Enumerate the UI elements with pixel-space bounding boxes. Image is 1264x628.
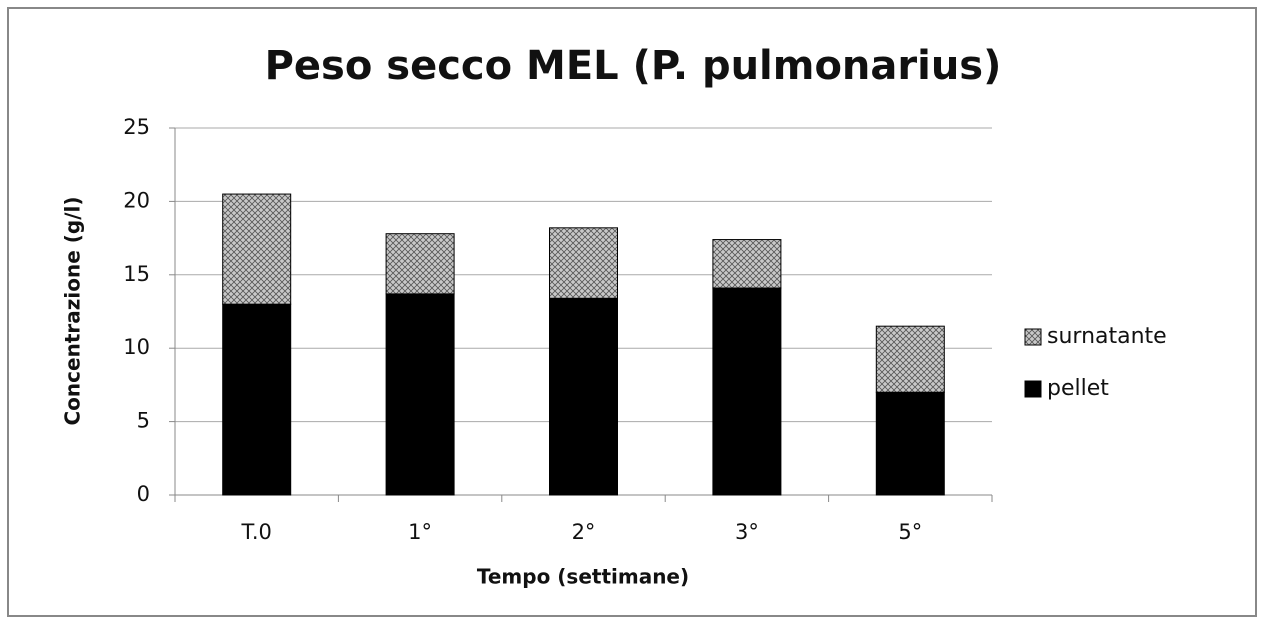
y-tick-label: 10 [123, 335, 150, 359]
legend-swatch [1024, 328, 1042, 346]
frame [7, 7, 1257, 617]
y-tick-label: 0 [137, 482, 150, 506]
y-tick-label: 20 [123, 188, 150, 212]
legend-label: surnatante [1047, 324, 1167, 349]
bar-segment [875, 391, 945, 496]
bar-segment [712, 239, 782, 289]
y-tick-label: 5 [137, 409, 150, 433]
bar-segment [385, 233, 455, 295]
legend-swatch [1024, 380, 1042, 398]
y-tick-label: 25 [123, 115, 150, 139]
x-tick-label: 5° [898, 520, 922, 544]
x-tick-label: 2° [572, 520, 596, 544]
bar-segment [549, 297, 618, 496]
y-tick-label: 15 [123, 262, 150, 286]
x-tick-label: T.0 [241, 520, 272, 544]
x-axis-label: Tempo (settimane) [477, 565, 689, 589]
y-axis-label: Concentrazione (g/l) [61, 197, 85, 426]
bar-segment [549, 227, 618, 299]
bar-segment [222, 303, 292, 496]
chart-title: Peso secco MEL (P. pulmonarius) [265, 43, 1002, 89]
legend-label: pellet [1047, 376, 1109, 401]
x-tick-label: 3° [735, 520, 759, 544]
bar-segment [712, 287, 782, 496]
bar-segment [385, 293, 455, 496]
bar-segment [222, 193, 292, 305]
bar-segment [875, 325, 945, 393]
x-tick-label: 1° [408, 520, 432, 544]
